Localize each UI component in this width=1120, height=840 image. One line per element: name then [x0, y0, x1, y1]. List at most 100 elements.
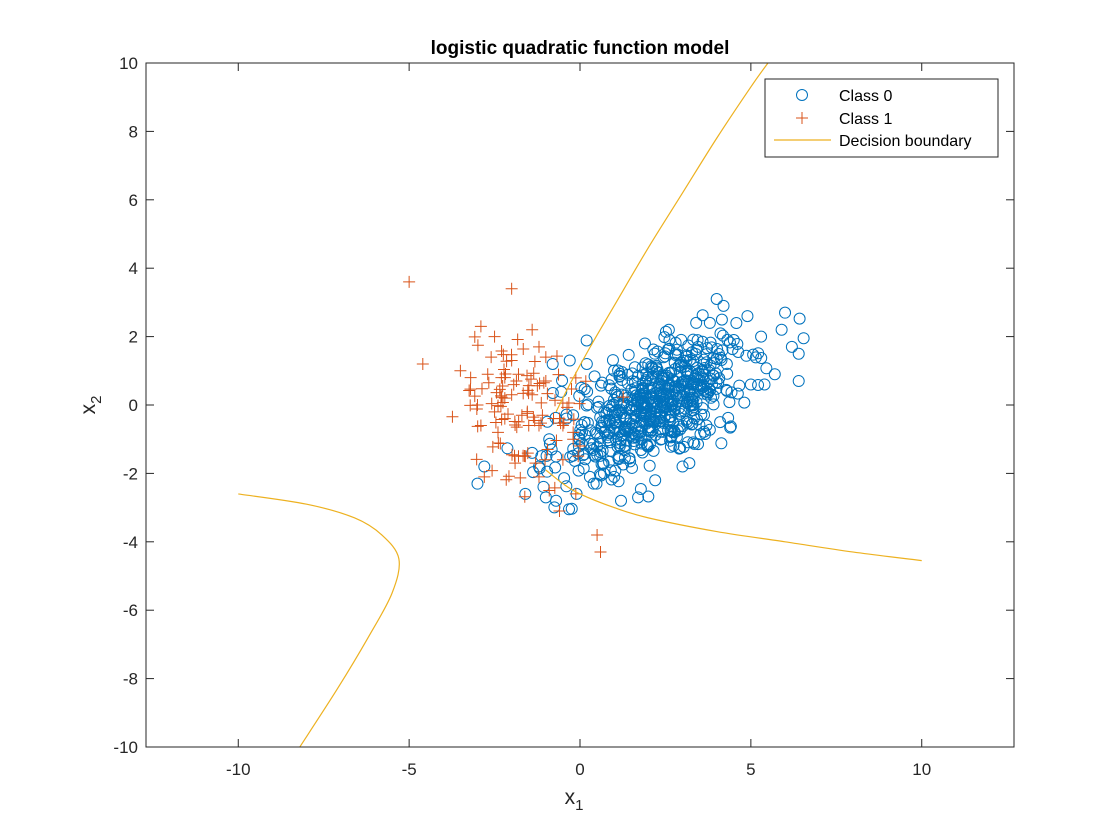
class-0-point — [676, 460, 689, 473]
class-0-point — [587, 477, 600, 490]
class-0-point — [654, 433, 667, 446]
class-0-point — [626, 426, 639, 439]
x-tick-label: -10 — [226, 760, 251, 779]
class-1-point — [471, 339, 484, 352]
class-0-point — [779, 306, 792, 319]
class-1-point — [541, 387, 554, 400]
class-1-point — [500, 355, 513, 368]
class-1-point — [486, 464, 499, 477]
class-0-point — [705, 341, 718, 354]
class-1-point — [512, 415, 525, 428]
class-0-point — [565, 502, 578, 515]
class-0-point — [628, 438, 641, 451]
class-0-point — [546, 387, 559, 400]
class-1-point — [488, 330, 501, 343]
legend-label-class-1: Class 1 — [839, 111, 892, 128]
class-1-point — [527, 367, 540, 380]
class-1-point — [534, 417, 547, 430]
class-0-point — [630, 410, 643, 423]
class-1-point — [515, 409, 528, 422]
class-0-point — [707, 398, 720, 411]
class-1-point — [510, 421, 523, 434]
class-0-point — [638, 399, 651, 412]
class-0-point — [706, 378, 719, 391]
class-1-point — [495, 391, 508, 404]
class-0-point — [690, 380, 703, 393]
class-1-point — [470, 453, 483, 466]
y-tick-label: 2 — [129, 328, 138, 347]
class-1-point — [485, 351, 498, 364]
class-1-point — [574, 440, 586, 453]
class-0-point — [721, 333, 734, 346]
class-1-point — [512, 368, 525, 381]
class-1-point — [463, 384, 476, 397]
class-1-point — [556, 419, 569, 432]
class-0-point — [726, 343, 739, 356]
class-0-point — [625, 461, 638, 474]
class-0-point — [723, 336, 736, 349]
class-1-point — [505, 388, 518, 401]
class-0-point — [541, 415, 554, 428]
class-0-point — [680, 354, 693, 367]
class-1-point — [549, 394, 562, 407]
class-0-point — [659, 347, 672, 360]
class-0-point — [592, 395, 605, 408]
class-0-point — [543, 433, 556, 446]
class-1-point — [494, 437, 507, 450]
class-1-point — [464, 383, 477, 396]
class-1-point — [518, 490, 531, 503]
class-0-point — [749, 351, 762, 364]
class-1-point — [482, 376, 495, 389]
class-0-point — [687, 377, 700, 390]
class-1-point — [552, 368, 565, 381]
class-0-point — [690, 316, 703, 329]
class-0-point — [716, 344, 729, 357]
class-0-point — [546, 357, 559, 370]
class-0-point — [666, 397, 679, 410]
class-0-point — [668, 356, 681, 369]
y-tick-label: 6 — [129, 191, 138, 210]
class-1-point — [532, 470, 545, 483]
y-tick-label: 0 — [129, 396, 138, 415]
class-0-point — [690, 362, 703, 375]
class-0-point — [587, 443, 600, 456]
class-1-point — [490, 386, 503, 399]
class-1-point — [491, 426, 504, 439]
class-1-point — [498, 371, 511, 384]
class-0-point — [664, 440, 677, 453]
class-1-point — [522, 419, 535, 432]
x-axis-label: x1 — [565, 786, 584, 814]
class-0-point — [657, 416, 670, 429]
class-0-point — [613, 369, 626, 382]
class-0-point — [622, 348, 635, 361]
class-0-point — [676, 419, 689, 432]
class-0-point — [630, 404, 643, 417]
class-0-point — [632, 491, 645, 504]
class-0-point — [578, 383, 591, 396]
class-0-point — [560, 480, 573, 493]
class-1-point — [617, 391, 630, 404]
class-1-point — [514, 471, 527, 484]
class-0-point — [738, 396, 751, 409]
class-1-point — [579, 375, 592, 388]
class-1-point — [416, 357, 429, 370]
class-0-point — [715, 437, 728, 450]
class-0-point — [591, 427, 604, 440]
class-0-point — [755, 330, 768, 343]
class-1-point — [494, 400, 507, 413]
class-0-point — [741, 310, 754, 323]
class-1-point — [553, 505, 566, 518]
class-1-point — [403, 275, 416, 288]
class-1-point — [507, 378, 520, 391]
class-0-point — [715, 313, 728, 326]
class-1-point — [498, 363, 511, 376]
class-0-point — [793, 312, 806, 325]
class-0-point — [605, 400, 618, 413]
class-0-point — [727, 334, 740, 347]
class-0-point — [588, 370, 601, 383]
class-0-point — [697, 387, 710, 400]
class-1-point — [454, 364, 467, 377]
class-1-point — [529, 457, 542, 470]
class-0-point — [623, 452, 636, 465]
